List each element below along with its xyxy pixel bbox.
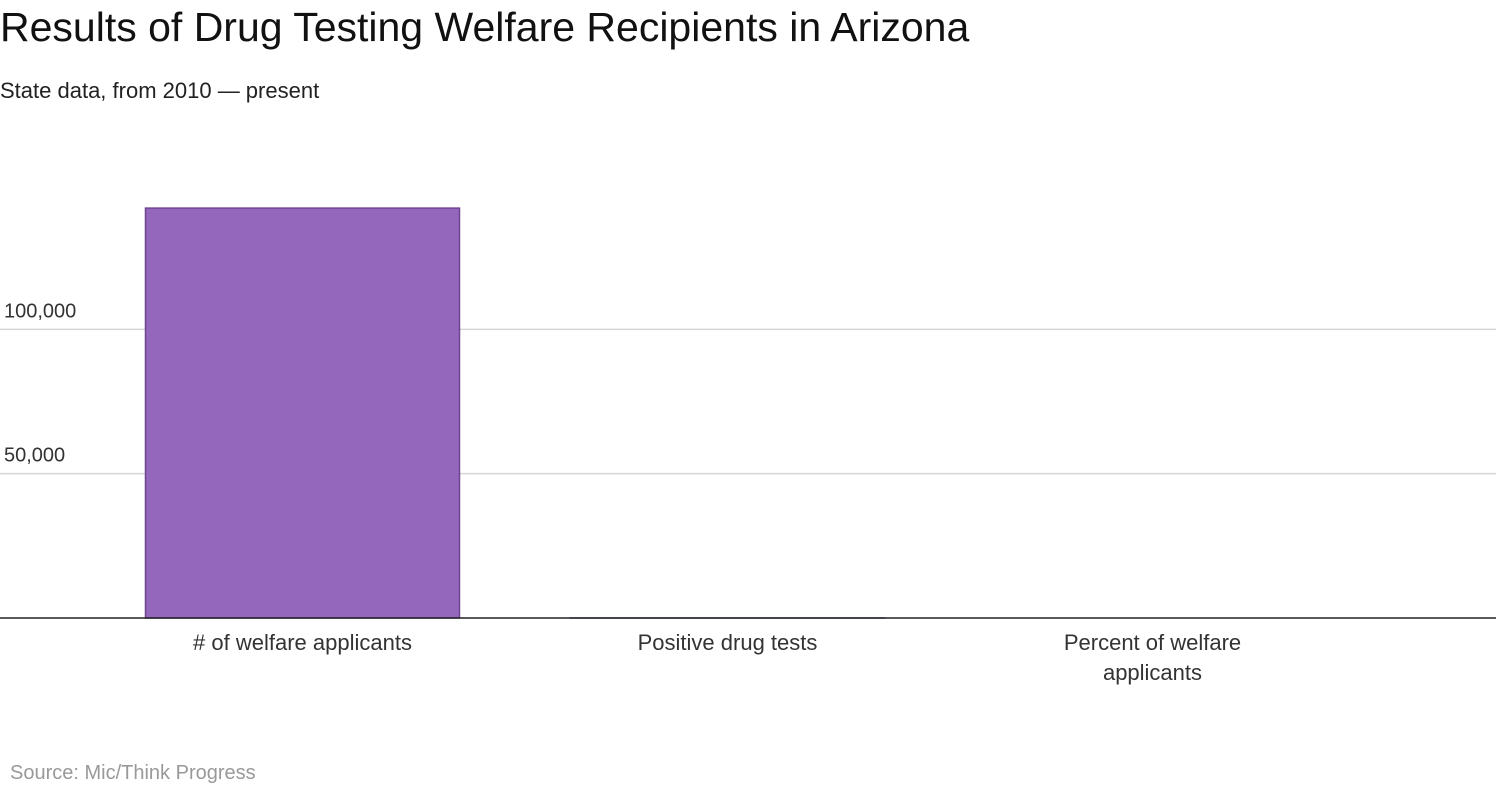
y-tick-label-0: 50,000 bbox=[4, 445, 65, 467]
x-category-label-2: Percent of welfare applicants bbox=[1064, 630, 1241, 685]
bar-0 bbox=[144, 207, 461, 619]
x-category-label-1: Positive drug tests bbox=[638, 630, 818, 655]
bar-chart: 50,000 100,000 # of welfare applicants Posi… bbox=[0, 207, 1496, 685]
chart-title: Results of Drug Testing Welfare Recipien… bbox=[0, 4, 970, 50]
y-tick-label-1: 100,000 bbox=[4, 300, 76, 322]
x-category-label-0: # of welfare applicants bbox=[193, 630, 412, 655]
chart-subtitle: State data, from 2010 — present bbox=[0, 78, 320, 103]
chart-source: Source: Mic/Think Progress bbox=[10, 762, 256, 784]
